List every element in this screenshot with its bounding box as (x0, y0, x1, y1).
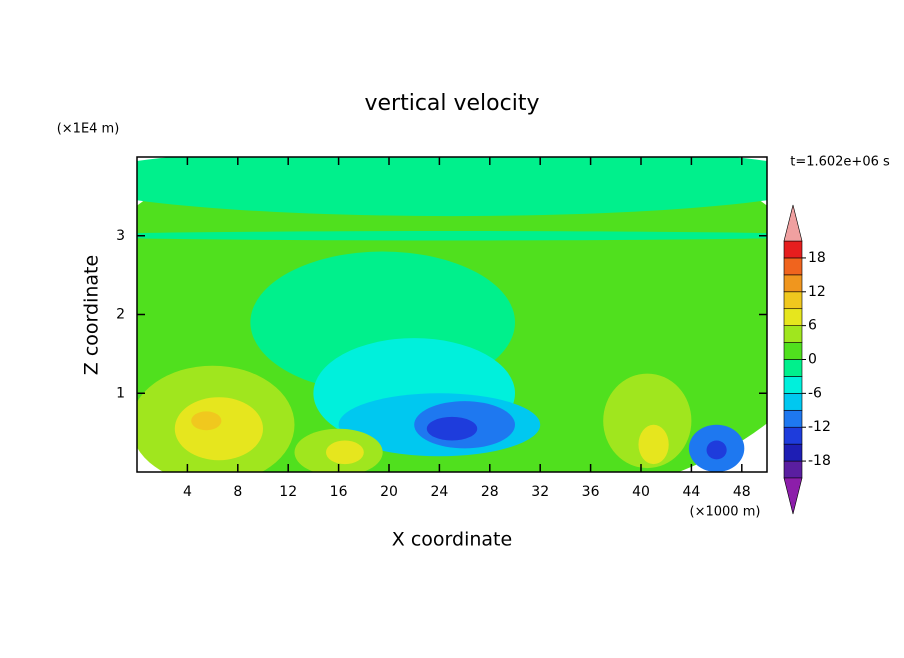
x-tick-label: 4 (183, 484, 192, 500)
contour-region (706, 440, 727, 460)
colorbar-segment (783, 359, 803, 377)
y-axis-label: Z coordinate (81, 255, 103, 375)
x-tick-label: 8 (233, 484, 242, 500)
colorbar-tick-label: 18 (808, 250, 826, 266)
colorbar-tick-label: -18 (808, 453, 831, 469)
contour-region (426, 416, 478, 441)
colorbar-segment (783, 393, 803, 411)
colorbar-extend-low (783, 477, 803, 515)
colorbar-segment (783, 308, 803, 326)
contour-region (137, 157, 767, 217)
time-label: t=1.602e+06 s (790, 155, 890, 170)
colorbar-segment (783, 443, 803, 462)
colorbar-tick-label: -6 (808, 385, 822, 401)
y-unit: (×1E4 m) (57, 122, 120, 137)
contour-region (603, 373, 692, 469)
x-tick-label: 32 (531, 484, 549, 500)
colorbar-tick-label: 0 (808, 352, 817, 368)
x-tick-label: 16 (330, 484, 348, 500)
colorbar-segment (783, 274, 803, 293)
x-axis-label: X coordinate (392, 529, 512, 551)
y-tick-label: 3 (116, 228, 125, 244)
colorbar-tick-label: 12 (808, 284, 826, 300)
colorbar-tick-label: -12 (808, 419, 831, 435)
contour-region (191, 411, 222, 431)
chart-title: vertical velocity (364, 91, 539, 116)
colorbar-segment (783, 291, 803, 310)
contour-field (137, 157, 767, 472)
colorbar-segment (783, 376, 803, 394)
x-tick-label: 44 (682, 484, 700, 500)
contour-region (326, 440, 364, 465)
x-tick-label: 12 (279, 484, 297, 500)
y-tick-label: 1 (116, 385, 125, 401)
x-tick-label: 20 (380, 484, 398, 500)
colorbar-segment (783, 409, 803, 428)
x-tick-label: 48 (733, 484, 751, 500)
colorbar-segment (783, 240, 803, 259)
x-tick-label: 40 (632, 484, 650, 500)
colorbar-segment (783, 426, 803, 445)
y-tick-label: 2 (116, 307, 125, 323)
colorbar-segment (783, 342, 803, 360)
colorbar-segment (783, 460, 803, 479)
x-unit: (×1000 m) (690, 505, 761, 520)
contour-region (638, 424, 669, 465)
colorbar-segment (783, 257, 803, 276)
x-tick-label: 28 (481, 484, 499, 500)
colorbar-tick-label: 6 (808, 318, 817, 334)
x-tick-label: 24 (430, 484, 448, 500)
contour-region (174, 397, 263, 461)
contour-region (137, 231, 767, 241)
colorbar-extend-high (783, 204, 803, 242)
colorbar-segment (783, 325, 803, 343)
x-tick-label: 36 (582, 484, 600, 500)
